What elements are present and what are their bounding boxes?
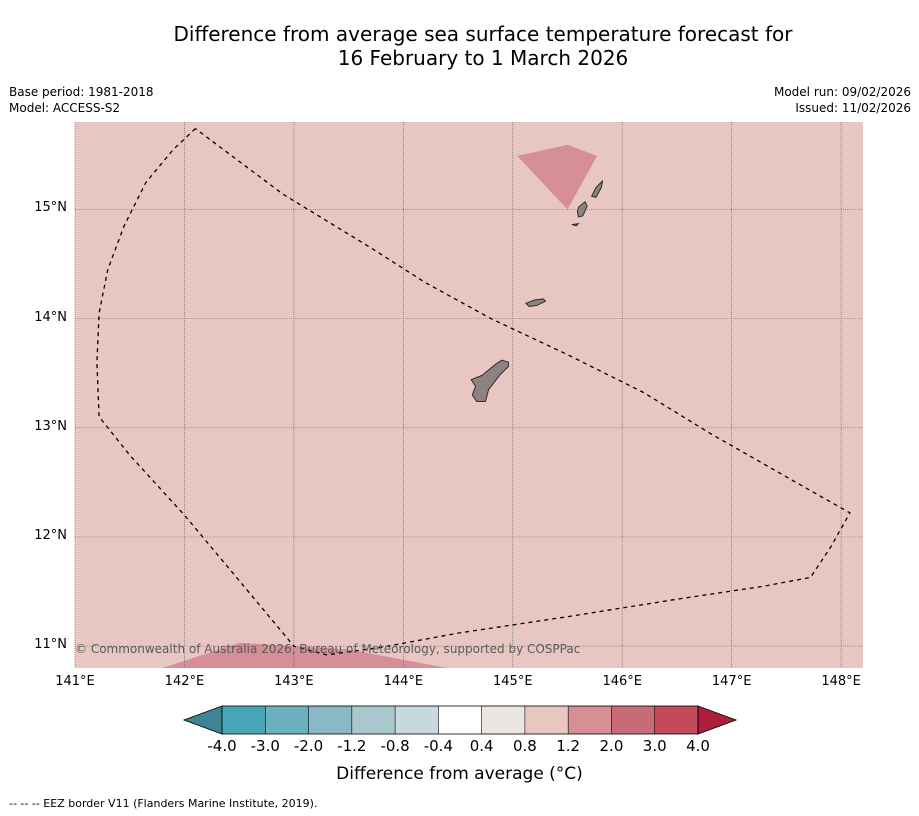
base-period: Base period: 1981-2018 [9, 85, 154, 99]
colorbar-bin [568, 706, 612, 734]
map-title: Difference from average sea surface temp… [0, 22, 919, 70]
colorbar-tick-label: 3.0 [642, 737, 667, 755]
island-rota [525, 298, 547, 307]
latitude-label: 15°N [34, 200, 67, 216]
longitude-label: 142°E [164, 674, 205, 689]
colorbar-title: Difference from average (°C) [336, 764, 583, 784]
island-tinian [576, 200, 588, 218]
colorbar-bin [222, 706, 266, 734]
colorbar-tick-label: 0.8 [512, 737, 537, 755]
eez-footnote: -- -- -- EEZ border V11 (Flanders Marine… [9, 797, 318, 810]
colorbar-outline [221, 705, 699, 735]
issued-date: Issued: 11/02/2026 [795, 101, 911, 115]
latitude-label: 13°N [34, 418, 67, 434]
colorbar-tick-label: 1.2 [556, 737, 581, 755]
colorbar-bin [395, 706, 439, 734]
eez-border [96, 128, 851, 656]
colorbar-tick-label: 0.4 [469, 737, 494, 755]
colorbar-bin [308, 706, 353, 734]
longitude-label: 147°E [711, 674, 752, 689]
colorbar-tick-label: 2.0 [599, 737, 624, 755]
colorbar-bin [481, 706, 526, 734]
map-background [75, 122, 863, 668]
copyright-notice: © Commonwealth of Australia 2026, Bureau… [75, 642, 581, 656]
colorbar-bin [438, 706, 483, 734]
longitude-label: 141°E [55, 674, 95, 689]
islands [470, 179, 604, 403]
colorbar-tick-label: -1.2 [337, 737, 367, 755]
island-aguijan [571, 222, 580, 227]
colorbar-bin [654, 706, 699, 734]
latitude-label: 12°N [34, 527, 67, 543]
longitude-label: 144°E [383, 674, 424, 689]
meta-right: Model run: 09/02/2026 Issued: 11/02/2026 [774, 84, 911, 116]
colorbar [182, 705, 738, 735]
model-run: Model run: 09/02/2026 [773, 85, 911, 99]
colorbar-tick-label: -2.0 [293, 737, 324, 755]
colorbar-bin [611, 706, 656, 734]
colorbar-bin [524, 706, 569, 734]
colorbar-under-arrow [182, 705, 223, 735]
colorbar-over-arrow [697, 705, 738, 735]
title-line-1: Difference from average sea surface temp… [173, 22, 793, 46]
colorbar-bin [265, 706, 310, 734]
latitude-label: 14°N [34, 309, 67, 325]
latitude-label: 11°N [34, 637, 67, 653]
colorbar-tick-label: -0.4 [423, 737, 453, 755]
graticule [74, 122, 863, 668]
colorbar-tick-label: -4.0 [207, 737, 237, 755]
island-guam [470, 359, 509, 403]
colorbar-bin [351, 706, 396, 734]
longitude-label: 148°E [821, 674, 861, 689]
colorbar-tick-label: 4.0 [686, 737, 710, 755]
warm-anomaly-patch [162, 642, 448, 668]
title-line-2: 16 February to 1 March 2026 [337, 46, 629, 70]
longitude-label: 146°E [602, 674, 642, 689]
colorbar-tick-label: -3.0 [250, 737, 280, 755]
longitude-label: 145°E [493, 674, 533, 689]
island-saipan [590, 179, 604, 198]
colorbar-tick-label: -0.8 [380, 737, 410, 755]
longitude-label: 143°E [274, 674, 314, 689]
model-name: Model: ACCESS-S2 [9, 101, 121, 115]
warm-anomaly-patch [517, 144, 598, 210]
meta-left: Base period: 1981-2018 Model: ACCESS-S2 [9, 84, 154, 116]
warm-anomaly-patches [162, 144, 598, 668]
